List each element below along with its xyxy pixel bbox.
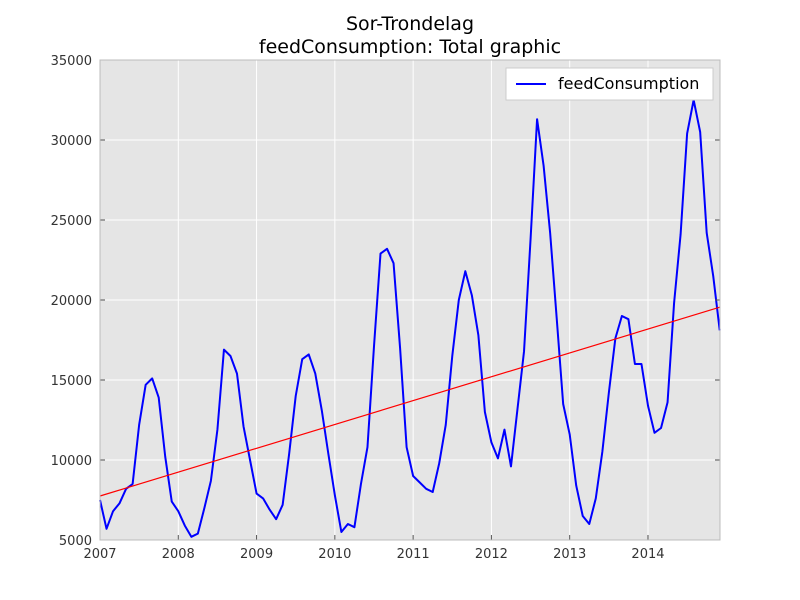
- y-tick-label: 5000: [59, 534, 92, 549]
- x-tick-label: 2009: [240, 547, 273, 562]
- chart-subtitle: feedConsumption: Total graphic: [259, 36, 561, 58]
- x-tick-label: 2013: [553, 547, 586, 562]
- x-tick-label: 2011: [397, 547, 430, 562]
- y-tick-label: 30000: [51, 134, 92, 149]
- x-tick-label: 2008: [162, 547, 195, 562]
- legend-label-feedconsumption: feedConsumption: [558, 74, 699, 93]
- series-layer: [99, 99, 721, 538]
- x-tick-label: 2014: [631, 547, 664, 562]
- y-tick-label: 25000: [51, 214, 92, 229]
- y-tick-label: 15000: [51, 374, 92, 389]
- x-tick-label: 2007: [83, 547, 116, 562]
- y-tick-label: 20000: [51, 294, 92, 309]
- series-line-feedconsumption: [99, 99, 721, 538]
- x-tick-label: 2010: [318, 547, 351, 562]
- x-tick-label: 2012: [475, 547, 508, 562]
- legend: feedConsumption: [505, 67, 714, 101]
- axes: 2007 2008 2009 2010 2011 2012 2013 2014 5000 1000…: [51, 54, 721, 562]
- y-tick-label: 35000: [51, 54, 92, 69]
- chart-title: Sor-Trondelag: [346, 13, 474, 35]
- plot-frame: [99, 59, 721, 541]
- y-tick-label: 10000: [51, 454, 92, 469]
- trend-line: [99, 306, 720, 497]
